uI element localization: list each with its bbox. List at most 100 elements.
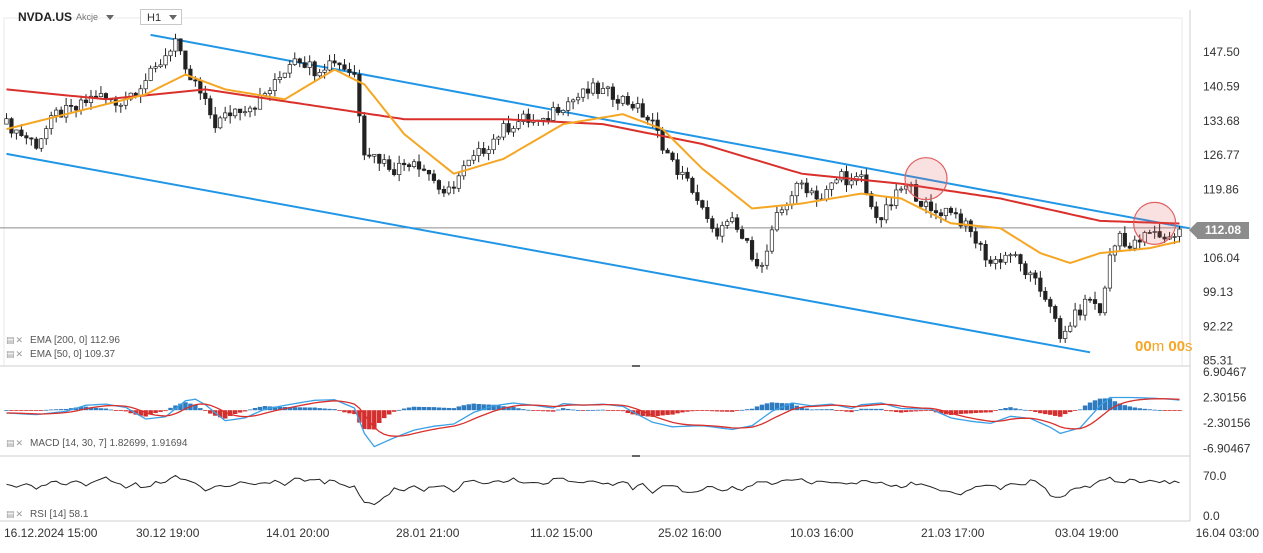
- candle-body: [824, 189, 829, 200]
- macd-histogram-bar: [660, 410, 665, 416]
- candle-body: [913, 184, 919, 202]
- candle-body: [59, 109, 64, 118]
- macd-legend-label: MACD [14, 30, 7] 1.82699, 1.91694: [30, 438, 188, 449]
- macd-histogram-bar: [476, 404, 481, 411]
- candle-body: [441, 188, 446, 194]
- macd-histogram-bar: [416, 406, 422, 411]
- macd-histogram-bar: [1132, 407, 1138, 411]
- macd-histogram-bar: [24, 410, 29, 411]
- candle-body: [476, 148, 481, 156]
- indicator-settings-close-icon[interactable]: ▤✕: [6, 438, 25, 448]
- candle-body: [178, 38, 183, 52]
- macd-histogram-bar: [1102, 398, 1108, 411]
- macd-histogram-bar: [173, 405, 178, 411]
- rsi-line: [6, 474, 1180, 506]
- symbol-name[interactable]: NVDA.US: [18, 10, 73, 24]
- macd-histogram-bar: [262, 406, 268, 411]
- candle-body: [1107, 254, 1113, 289]
- candle-body: [864, 174, 869, 194]
- macd-histogram-bar: [1157, 410, 1162, 411]
- macd-histogram-bar: [34, 410, 39, 411]
- candle-countdown-timer: 00m 00s: [1135, 338, 1193, 355]
- macd-histogram-bar: [1023, 409, 1028, 411]
- candle-body: [233, 108, 238, 117]
- candle-body: [575, 96, 581, 101]
- macd-histogram-bar: [605, 410, 611, 411]
- macd-histogram-bar: [1167, 410, 1172, 411]
- indicator-settings-close-icon[interactable]: ▤✕: [6, 509, 25, 519]
- candle-body: [34, 138, 39, 149]
- macd-histogram-bar: [322, 408, 327, 411]
- candle-body: [839, 171, 844, 181]
- candle-body: [660, 130, 665, 151]
- rsi-legend[interactable]: ▤✕ RSI [14] 58.1: [6, 509, 88, 520]
- macd-histogram-bar: [1177, 410, 1182, 411]
- candle-body: [938, 212, 944, 216]
- ema200-legend[interactable]: ▤✕ EMA [200, 0] 112.96: [6, 335, 120, 346]
- candle-body: [69, 104, 74, 107]
- candle-body: [153, 66, 158, 69]
- price-axis-tick: 140.59: [1203, 79, 1240, 93]
- macd-histogram-bar: [391, 410, 397, 412]
- macd-histogram-bar: [635, 410, 640, 416]
- macd-histogram-bar: [436, 407, 442, 411]
- candle-body: [436, 180, 442, 190]
- candle-body: [54, 109, 59, 116]
- candle-body: [1043, 290, 1048, 300]
- macd-histogram-bar: [864, 408, 869, 411]
- macd-histogram-bar: [506, 406, 511, 411]
- time-axis-tick: 25.02 16:00: [658, 526, 722, 540]
- candle-body: [744, 238, 750, 241]
- macd-histogram-bar: [1127, 406, 1133, 411]
- candle-body: [670, 152, 675, 161]
- macd-histogram-bar: [695, 410, 700, 411]
- candle-body: [615, 99, 620, 104]
- macd-histogram-bar: [893, 410, 899, 413]
- candle-body: [421, 168, 427, 171]
- macd-histogram-bar: [620, 410, 626, 412]
- candle-body: [988, 259, 993, 264]
- candle-body: [14, 129, 19, 134]
- timeframe-select[interactable]: H1: [140, 9, 183, 25]
- ema50-legend[interactable]: ▤✕ EMA [50, 0] 109.37: [6, 349, 115, 360]
- candle-body: [163, 55, 168, 66]
- macd-histogram-bar: [799, 407, 804, 411]
- candle-body: [382, 159, 387, 164]
- candle-body: [158, 64, 163, 68]
- macd-histogram-bar: [133, 410, 138, 415]
- candle-body: [486, 149, 491, 154]
- candle-body: [183, 50, 188, 70]
- symbol-dropdown-chevron-down-icon[interactable]: [106, 14, 115, 20]
- macd-legend[interactable]: ▤✕ MACD [14, 30, 7] 1.82699, 1.91694: [6, 438, 187, 449]
- candle-body: [983, 244, 988, 261]
- indicator-settings-close-icon[interactable]: ▤✕: [6, 349, 25, 359]
- candle-body: [407, 164, 412, 167]
- macd-histogram-bar: [884, 410, 889, 411]
- channel-upper-line: [150, 33, 1190, 230]
- candle-body: [933, 210, 939, 214]
- macd-histogram-bar: [546, 410, 551, 412]
- candle-body: [759, 264, 765, 267]
- macd-histogram-bar: [789, 403, 795, 411]
- macd-histogram-bar: [168, 407, 173, 411]
- macd-histogram-bar: [386, 410, 392, 415]
- candle-body: [402, 162, 407, 166]
- time-axis-tick: 30.12 19:00: [136, 526, 200, 540]
- macd-histogram-bar: [98, 408, 104, 411]
- macd-histogram-bar: [466, 404, 471, 411]
- macd-histogram-bar: [377, 410, 382, 424]
- macd-histogram-bar: [824, 409, 829, 411]
- indicator-settings-close-icon[interactable]: ▤✕: [6, 335, 25, 345]
- candle-body: [859, 174, 864, 177]
- candle-body: [357, 74, 362, 117]
- macd-histogram-bar: [560, 408, 566, 411]
- macd-histogram-bar: [908, 410, 914, 412]
- candle-body: [580, 88, 586, 98]
- macd-histogram-bar: [352, 410, 357, 415]
- rsi-axis-tick: 70.0: [1203, 469, 1227, 483]
- candle-body: [998, 259, 1003, 263]
- candle-body: [218, 117, 223, 129]
- macd-histogram-bar: [526, 409, 531, 411]
- macd-histogram-bar: [764, 403, 770, 411]
